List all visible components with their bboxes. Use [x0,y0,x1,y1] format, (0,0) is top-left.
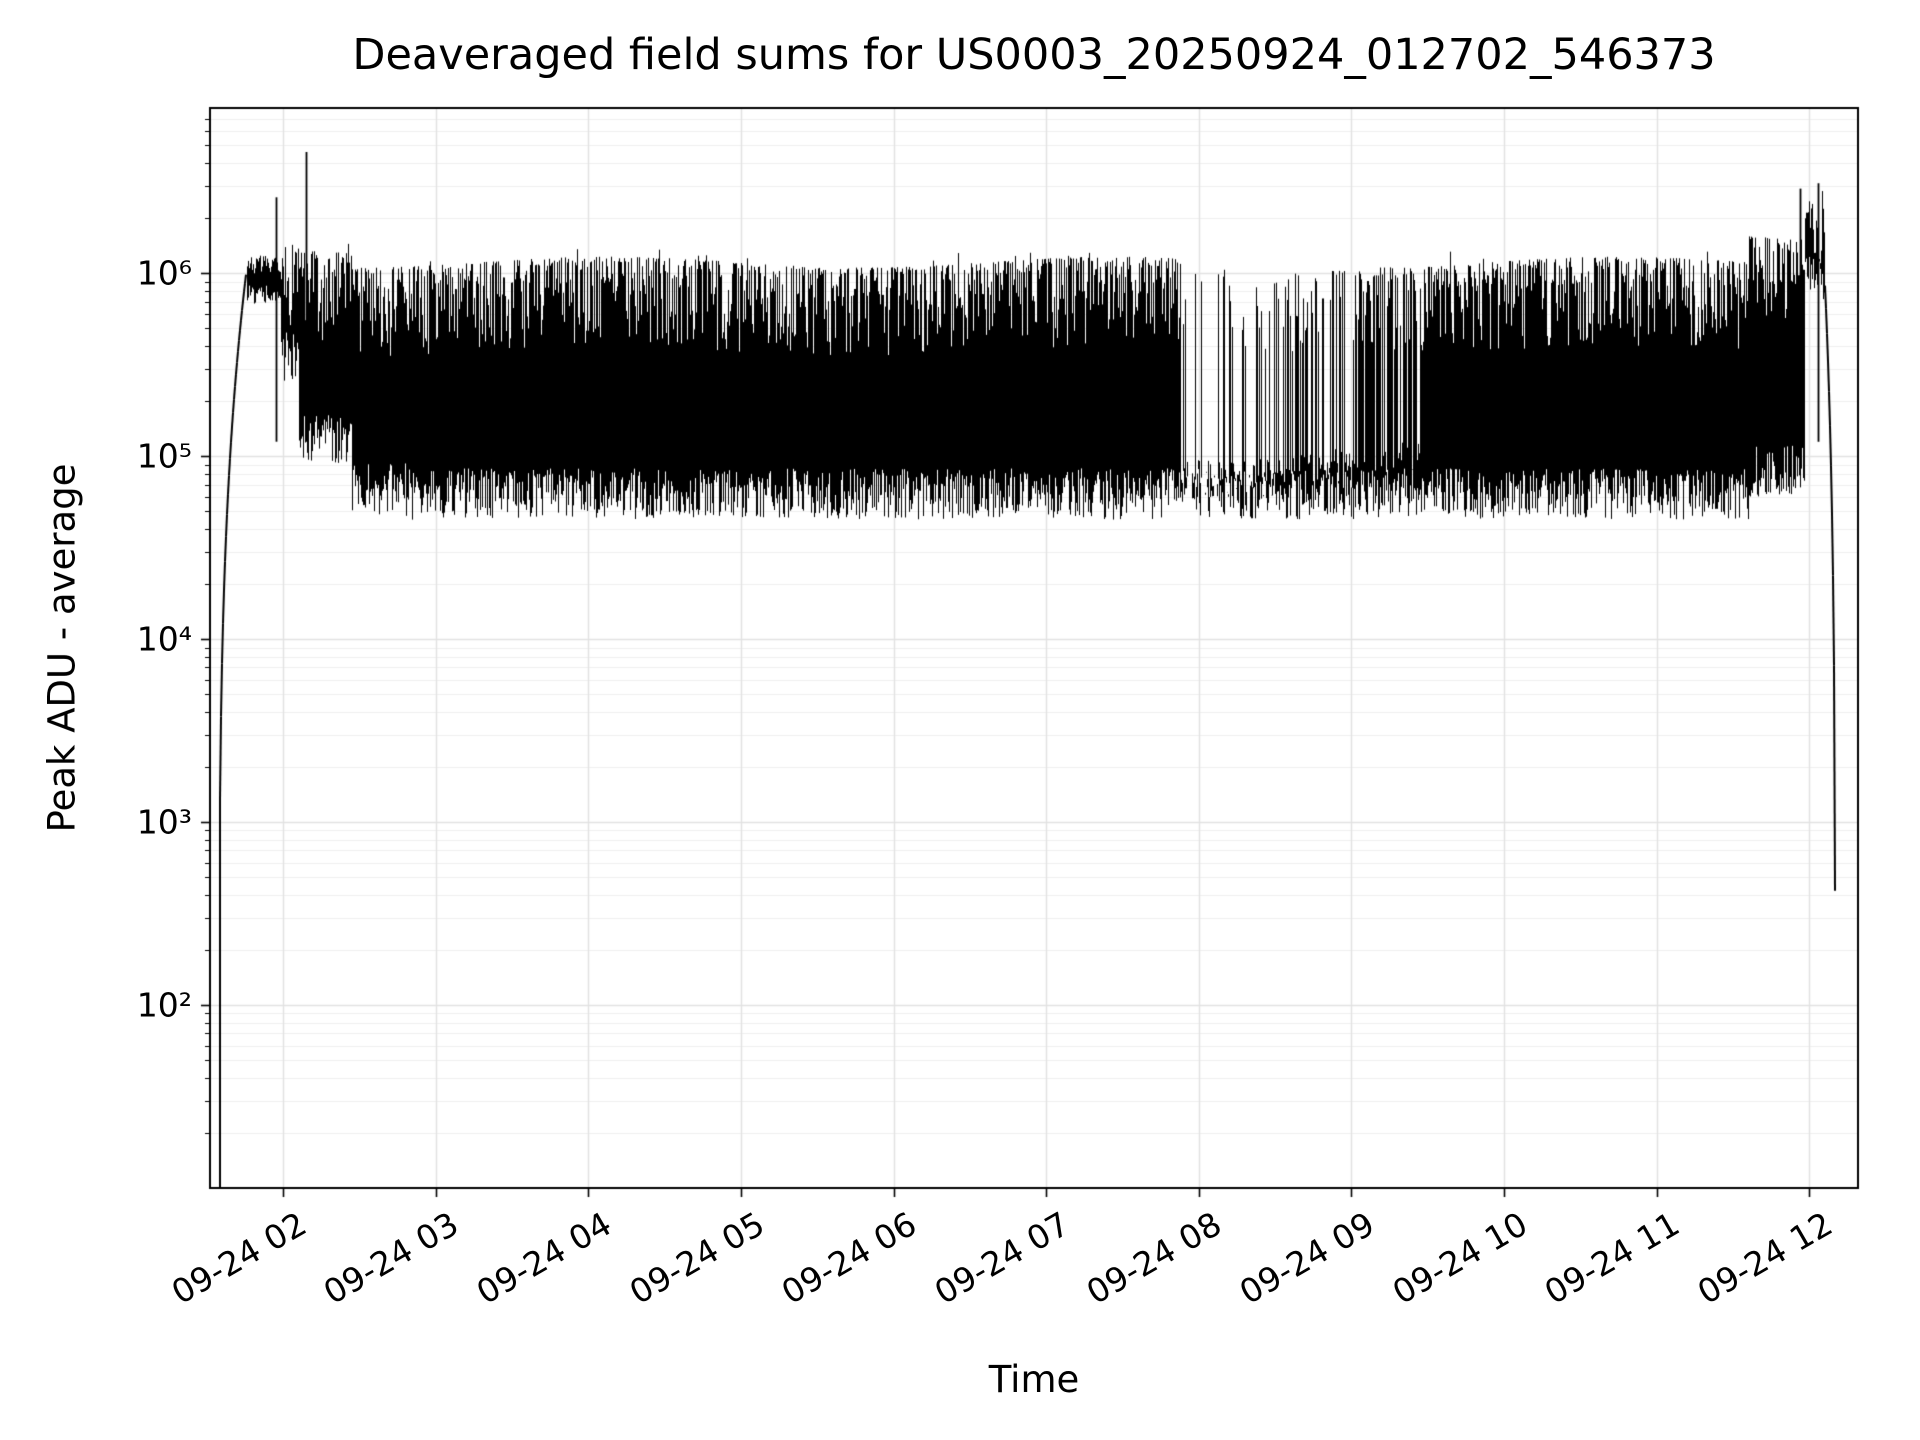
y-tick-label: 10⁴ [136,619,192,659]
y-tick-label: 10³ [136,802,192,842]
y-tick-label: 10² [136,985,192,1025]
x-axis-label: Time [988,1358,1080,1401]
y-axis-label: Peak ADU - average [40,463,84,833]
y-tick-label: 10⁵ [136,436,192,476]
chart-title: Deaveraged field sums for US0003_2025092… [352,30,1716,80]
y-tick-label: 10⁶ [136,253,192,293]
